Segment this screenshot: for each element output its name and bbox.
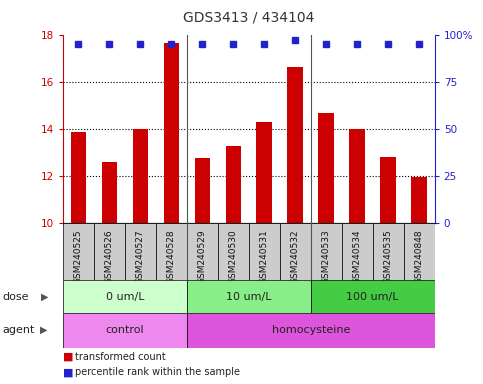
Text: GDS3413 / 434104: GDS3413 / 434104 (183, 10, 314, 24)
Bar (94, 223, 125, 280)
Text: 0 um/L: 0 um/L (105, 291, 144, 302)
Text: ▶: ▶ (41, 291, 49, 302)
Text: 10 um/L: 10 um/L (226, 291, 271, 302)
Text: transformed count: transformed count (75, 352, 166, 362)
Bar (287, 68, 303, 223)
Text: agent: agent (2, 325, 35, 335)
Text: homocysteine: homocysteine (271, 325, 350, 335)
Bar (373, 223, 404, 280)
Text: GSM240848: GSM240848 (415, 230, 424, 284)
Text: ■: ■ (63, 352, 73, 362)
Text: GSM240526: GSM240526 (105, 230, 114, 284)
Bar (63, 223, 94, 280)
Bar (249, 223, 280, 280)
Text: GSM240529: GSM240529 (198, 230, 207, 284)
Bar (218, 223, 249, 280)
Text: GSM240528: GSM240528 (167, 230, 176, 284)
Bar (63, 313, 187, 348)
Text: GSM240535: GSM240535 (384, 230, 393, 285)
Bar (125, 223, 156, 280)
Bar (350, 129, 365, 223)
Bar (318, 113, 334, 223)
Bar (404, 223, 435, 280)
Bar (226, 146, 241, 223)
Bar (187, 280, 311, 313)
Bar (311, 223, 342, 280)
Bar (280, 223, 311, 280)
Text: GSM240534: GSM240534 (353, 230, 362, 284)
Bar (256, 122, 272, 223)
Text: dose: dose (2, 291, 29, 302)
Bar (156, 223, 187, 280)
Bar (311, 280, 435, 313)
Text: GSM240532: GSM240532 (291, 230, 300, 284)
Bar (101, 162, 117, 223)
Text: percentile rank within the sample: percentile rank within the sample (75, 367, 240, 377)
Text: GSM240527: GSM240527 (136, 230, 145, 284)
Text: ▶: ▶ (40, 325, 47, 335)
Bar (132, 129, 148, 223)
Bar (187, 223, 218, 280)
Text: ■: ■ (63, 367, 73, 377)
Text: GSM240530: GSM240530 (229, 230, 238, 285)
Text: control: control (105, 325, 144, 335)
Bar (164, 43, 179, 223)
Bar (342, 223, 373, 280)
Text: GSM240525: GSM240525 (74, 230, 83, 284)
Text: GSM240531: GSM240531 (260, 230, 269, 285)
Bar (381, 157, 396, 223)
Bar (63, 280, 187, 313)
Text: 100 um/L: 100 um/L (346, 291, 399, 302)
Bar (412, 177, 427, 223)
Bar (195, 158, 210, 223)
Bar (71, 132, 86, 223)
Text: GSM240533: GSM240533 (322, 230, 331, 285)
Bar (187, 313, 435, 348)
